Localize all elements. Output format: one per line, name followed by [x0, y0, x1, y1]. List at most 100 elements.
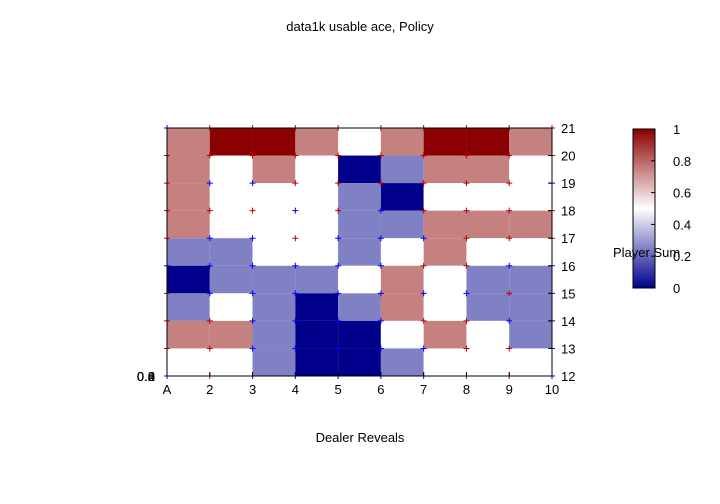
heatmap-cell — [167, 128, 210, 156]
grid-marker — [377, 207, 384, 214]
colorbar-tick-label: 0 — [673, 281, 680, 296]
grid-marker — [463, 317, 470, 324]
grid-marker — [249, 180, 256, 187]
grid-marker — [335, 345, 342, 352]
heatmap-cell — [380, 293, 424, 321]
grid-marker — [249, 207, 256, 214]
grid-marker — [506, 290, 513, 297]
x-axis-ticks: A 2 3 4 5 6 7 8 9 10 — [163, 372, 559, 397]
grid-marker — [463, 262, 470, 269]
grid-marker — [335, 290, 342, 297]
heatmap-cell — [423, 128, 467, 156]
heatmap-cell — [338, 155, 381, 184]
y-tick-label: 16 — [561, 259, 575, 274]
heatmap-cell — [423, 265, 467, 294]
colorbar-tick-label: 0.2 — [673, 249, 691, 264]
grid-marker — [463, 180, 470, 187]
grid-marker — [420, 345, 427, 352]
heatmap-cell — [466, 210, 510, 239]
heatmap-cell — [338, 320, 381, 349]
chart-title: data1k usable ace, Policy — [286, 19, 434, 34]
x-tick-label: 7 — [420, 382, 427, 397]
heatmap-cell — [509, 155, 552, 184]
heatmap-cell — [209, 155, 253, 184]
grid-marker — [249, 262, 256, 269]
grid-marker — [206, 235, 213, 242]
grid-marker — [420, 207, 427, 214]
heatmap-cell — [509, 265, 552, 294]
y-tick-label: 15 — [561, 286, 575, 301]
grid-marker — [506, 207, 513, 214]
x-tick-label: 6 — [377, 382, 384, 397]
grid-marker — [377, 235, 384, 242]
heatmap-cell — [509, 128, 552, 156]
heatmap-cell — [466, 155, 510, 184]
grid-marker — [335, 262, 342, 269]
grid-marker — [335, 207, 342, 214]
grid-marker — [292, 207, 299, 214]
heatmap-cell — [252, 320, 296, 349]
grid-marker — [249, 235, 256, 242]
y-tick-label: 17 — [561, 231, 575, 246]
grid-marker — [506, 262, 513, 269]
x-tick-label: 4 — [292, 382, 299, 397]
heatmap-cell — [295, 293, 339, 321]
colorbar-tick-label: 0.4 — [673, 217, 691, 232]
grid-marker — [249, 290, 256, 297]
heatmap-cell — [252, 238, 296, 266]
heatmap-cell — [509, 320, 552, 349]
heatmap-cell — [167, 293, 210, 321]
grid-marker — [506, 235, 513, 242]
grid-marker — [206, 152, 213, 159]
y-tick-label: 18 — [561, 204, 575, 219]
heatmap-cell — [380, 210, 424, 239]
heatmap-cell — [252, 128, 296, 156]
heatmap-cell — [167, 238, 210, 266]
heatmap-cell — [338, 238, 381, 266]
grid-marker — [249, 152, 256, 159]
heatmap-cell — [509, 348, 552, 376]
x-tick-label: 2 — [206, 382, 213, 397]
heatmap-cell — [252, 155, 296, 184]
grid-marker — [335, 235, 342, 242]
colorbar-tick-label: 0.8 — [673, 154, 691, 169]
heatmap-cell — [252, 210, 296, 239]
x-tick-label: 9 — [506, 382, 513, 397]
grid-marker — [292, 180, 299, 187]
grid-marker — [377, 345, 384, 352]
heatmap-cell — [380, 128, 424, 156]
heatmap-cell — [209, 238, 253, 266]
heatmap-cell — [295, 210, 339, 239]
heatmap-cell — [423, 238, 467, 266]
grid-marker — [206, 345, 213, 352]
grid-marker — [506, 180, 513, 187]
heatmap-cell — [167, 348, 210, 376]
grid-marker — [249, 345, 256, 352]
heatmap-cell — [466, 265, 510, 294]
heatmap-cell — [423, 320, 467, 349]
grid-marker — [206, 290, 213, 297]
left-tick-label: 0.4 — [137, 369, 155, 384]
y-tick-label: 14 — [561, 314, 575, 329]
heatmap-cell — [209, 265, 253, 294]
heatmap-cell — [338, 265, 381, 294]
x-axis-label: Dealer Reveals — [316, 430, 405, 445]
heatmap-cell — [167, 210, 210, 239]
heatmap-cell — [252, 265, 296, 294]
heatmap-cell — [252, 293, 296, 321]
heatmap-cell — [167, 183, 210, 211]
heatmap-cell — [466, 293, 510, 321]
heatmap-cell — [509, 183, 552, 211]
heatmap-cell — [380, 238, 424, 266]
grid-marker — [377, 180, 384, 187]
grid-marker — [420, 262, 427, 269]
colorbar-tick-label: 1 — [673, 122, 680, 137]
heatmap-cell — [167, 265, 210, 294]
heatmap-cells — [167, 128, 553, 376]
heatmap-cell — [338, 293, 381, 321]
heatmap-cell — [466, 238, 510, 266]
heatmap-cell — [423, 348, 467, 376]
colorbar-ticks: 0 0.2 0.4 0.6 0.8 1 — [651, 122, 691, 296]
grid-marker — [420, 235, 427, 242]
